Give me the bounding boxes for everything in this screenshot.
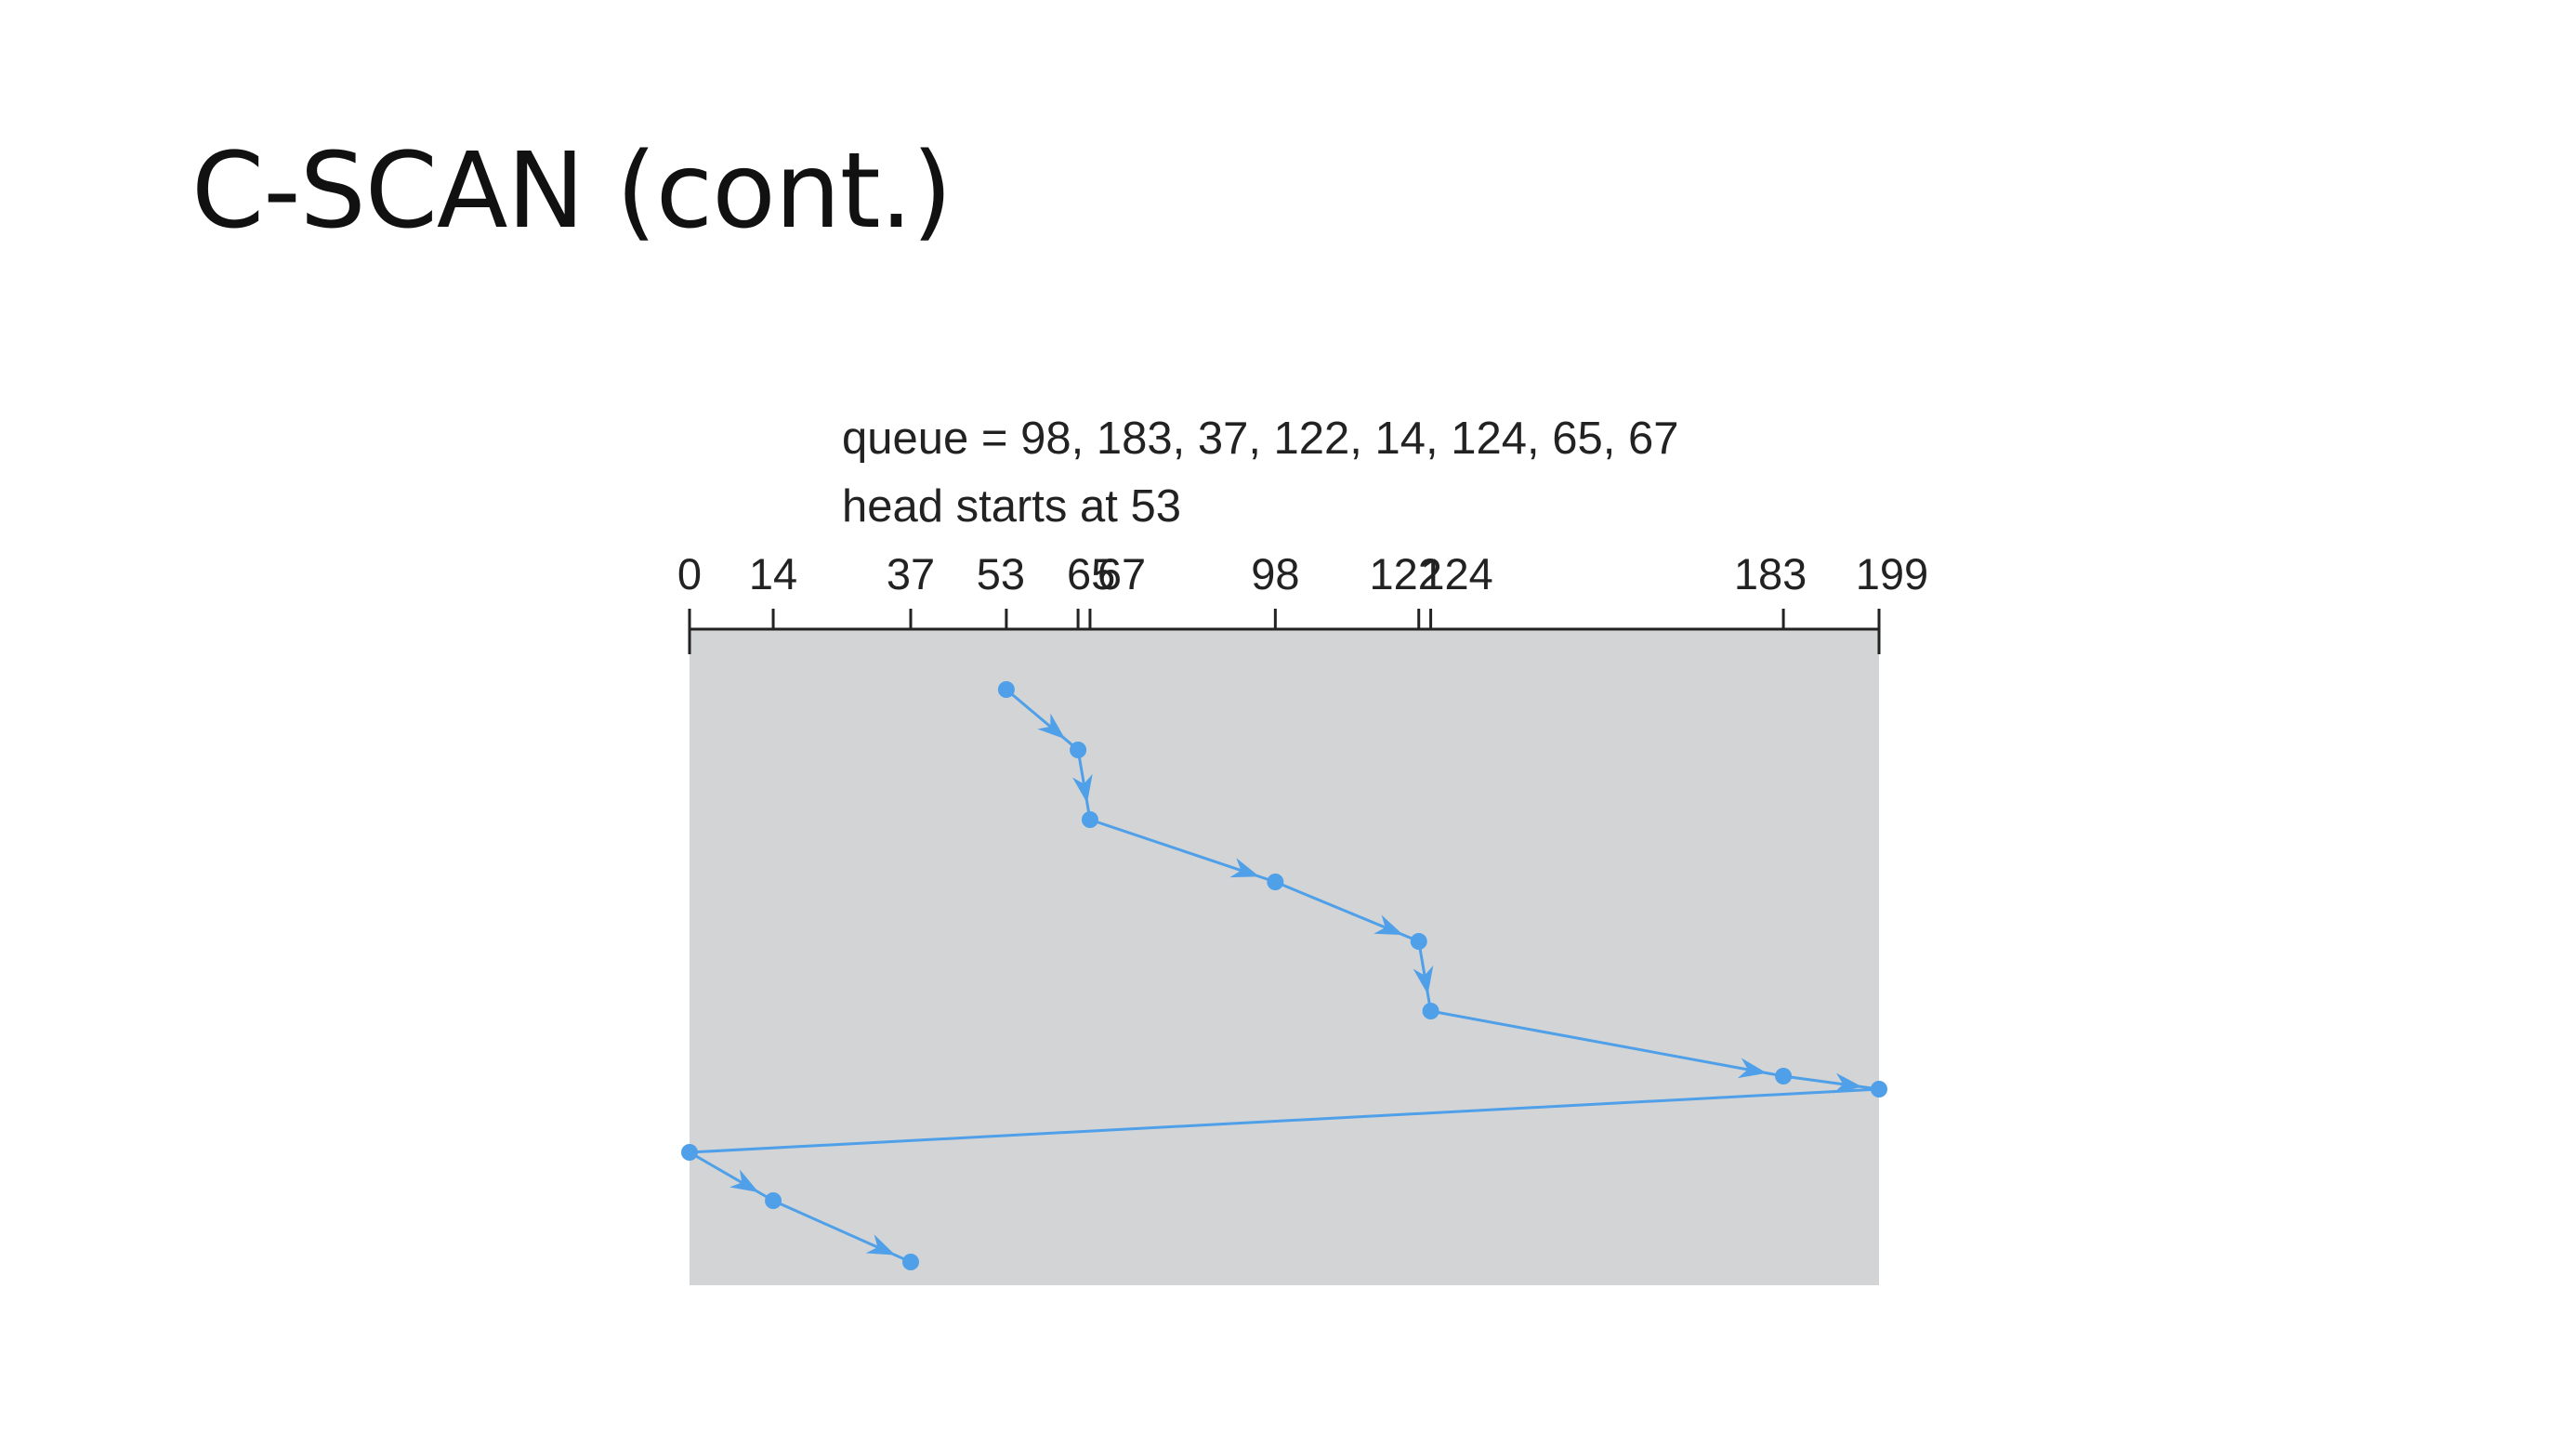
- head-position-dot-98: [1267, 874, 1284, 890]
- path-arrowhead: [1413, 965, 1434, 995]
- head-path: [681, 681, 1887, 1270]
- path-segment: [1430, 1009, 1784, 1078]
- path-segment: [689, 1150, 774, 1203]
- head-position-dot-122: [1410, 933, 1427, 950]
- head-position-dot-0: [681, 1144, 698, 1161]
- head-start-text: head starts at 53: [842, 481, 1181, 532]
- head-position-dot-53: [997, 681, 1015, 698]
- head-position-dot-67: [1081, 811, 1098, 828]
- tick-label-183: 183: [1734, 549, 1807, 598]
- head-position-dot-65: [1070, 742, 1087, 758]
- path-arrowhead: [865, 1234, 896, 1255]
- track-area: [690, 628, 1879, 1285]
- tick-label-14: 14: [749, 549, 797, 598]
- head-position-dot-14: [765, 1192, 782, 1209]
- tick-label-98: 98: [1251, 549, 1299, 598]
- path-arrowhead: [1373, 914, 1404, 936]
- head-position-dot-124: [1422, 1003, 1439, 1019]
- path-arrowhead: [1037, 713, 1066, 740]
- slide-title: C-SCAN (cont.): [191, 131, 953, 252]
- tick-label-53: 53: [977, 549, 1025, 598]
- head-position-dot-199: [1871, 1081, 1887, 1098]
- path-arrowhead: [729, 1169, 759, 1192]
- path-arrowhead: [1737, 1058, 1768, 1079]
- path-arrowhead: [1229, 858, 1260, 878]
- path-arrowhead: [1071, 773, 1093, 804]
- queue-text: queue = 98, 183, 37, 122, 14, 124, 65, 6…: [842, 414, 1678, 464]
- tick-label-199: 199: [1856, 549, 1928, 598]
- head-position-dot-37: [901, 1254, 919, 1270]
- path-segment: [689, 1087, 1880, 1154]
- tick-label-65: 65: [1067, 549, 1115, 598]
- tick-label-124: 124: [1420, 549, 1492, 598]
- tick-label-122: 122: [1370, 549, 1442, 598]
- head-position-dot-183: [1775, 1068, 1793, 1084]
- tick-label-67: 67: [1097, 549, 1146, 598]
- path-segment: [1782, 1074, 1880, 1091]
- tick-label-0: 0: [677, 549, 702, 598]
- path-arrowhead: [1833, 1072, 1863, 1094]
- tick-label-37: 37: [887, 549, 935, 598]
- path-segment: [1005, 688, 1080, 752]
